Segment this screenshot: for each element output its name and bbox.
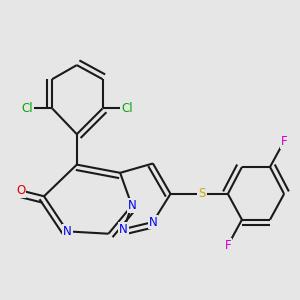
Text: O: O xyxy=(16,184,25,197)
Text: F: F xyxy=(281,135,287,148)
Text: N: N xyxy=(119,223,128,236)
Text: N: N xyxy=(63,225,72,238)
Text: S: S xyxy=(198,188,206,200)
Text: Cl: Cl xyxy=(122,102,133,115)
Text: N: N xyxy=(128,199,136,212)
Text: F: F xyxy=(225,239,231,252)
Text: Cl: Cl xyxy=(22,102,33,115)
Text: N: N xyxy=(148,215,157,229)
